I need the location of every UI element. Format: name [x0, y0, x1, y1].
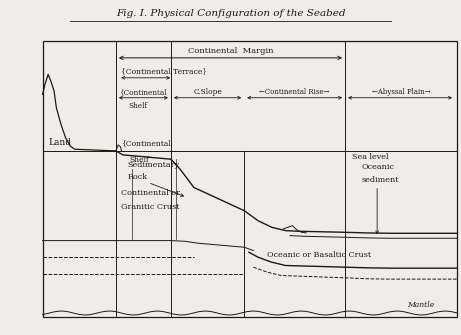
Text: ←Abyssal Plain→: ←Abyssal Plain→ — [372, 88, 431, 96]
Text: C.Slope: C.Slope — [193, 88, 222, 96]
Text: sediment: sediment — [361, 176, 399, 184]
Text: Mantle: Mantle — [407, 301, 434, 309]
Text: Continental  Margin: Continental Margin — [188, 47, 273, 55]
Text: {Continental: {Continental — [118, 88, 166, 96]
Text: Sedimentary: Sedimentary — [127, 161, 179, 169]
Text: Shelf: Shelf — [129, 103, 148, 110]
Text: Continental or: Continental or — [120, 189, 179, 197]
Text: Oceanic or Basaltic Crust: Oceanic or Basaltic Crust — [267, 251, 371, 259]
Text: Rock: Rock — [127, 173, 148, 181]
Text: {Continental Terrace}: {Continental Terrace} — [121, 68, 207, 76]
Text: Shelf: Shelf — [130, 155, 149, 163]
Text: {Continental: {Continental — [121, 139, 171, 147]
Text: Oceanic: Oceanic — [361, 163, 394, 171]
Text: Granitic Crust: Granitic Crust — [120, 203, 179, 211]
Bar — [42, 41, 457, 317]
Text: ←Continental Rise→: ←Continental Rise→ — [260, 88, 330, 96]
Text: Land: Land — [48, 138, 71, 147]
Text: Sea level: Sea level — [352, 153, 389, 161]
Text: Fig. I. Physical Configuration of the Seabed: Fig. I. Physical Configuration of the Se… — [116, 9, 345, 18]
